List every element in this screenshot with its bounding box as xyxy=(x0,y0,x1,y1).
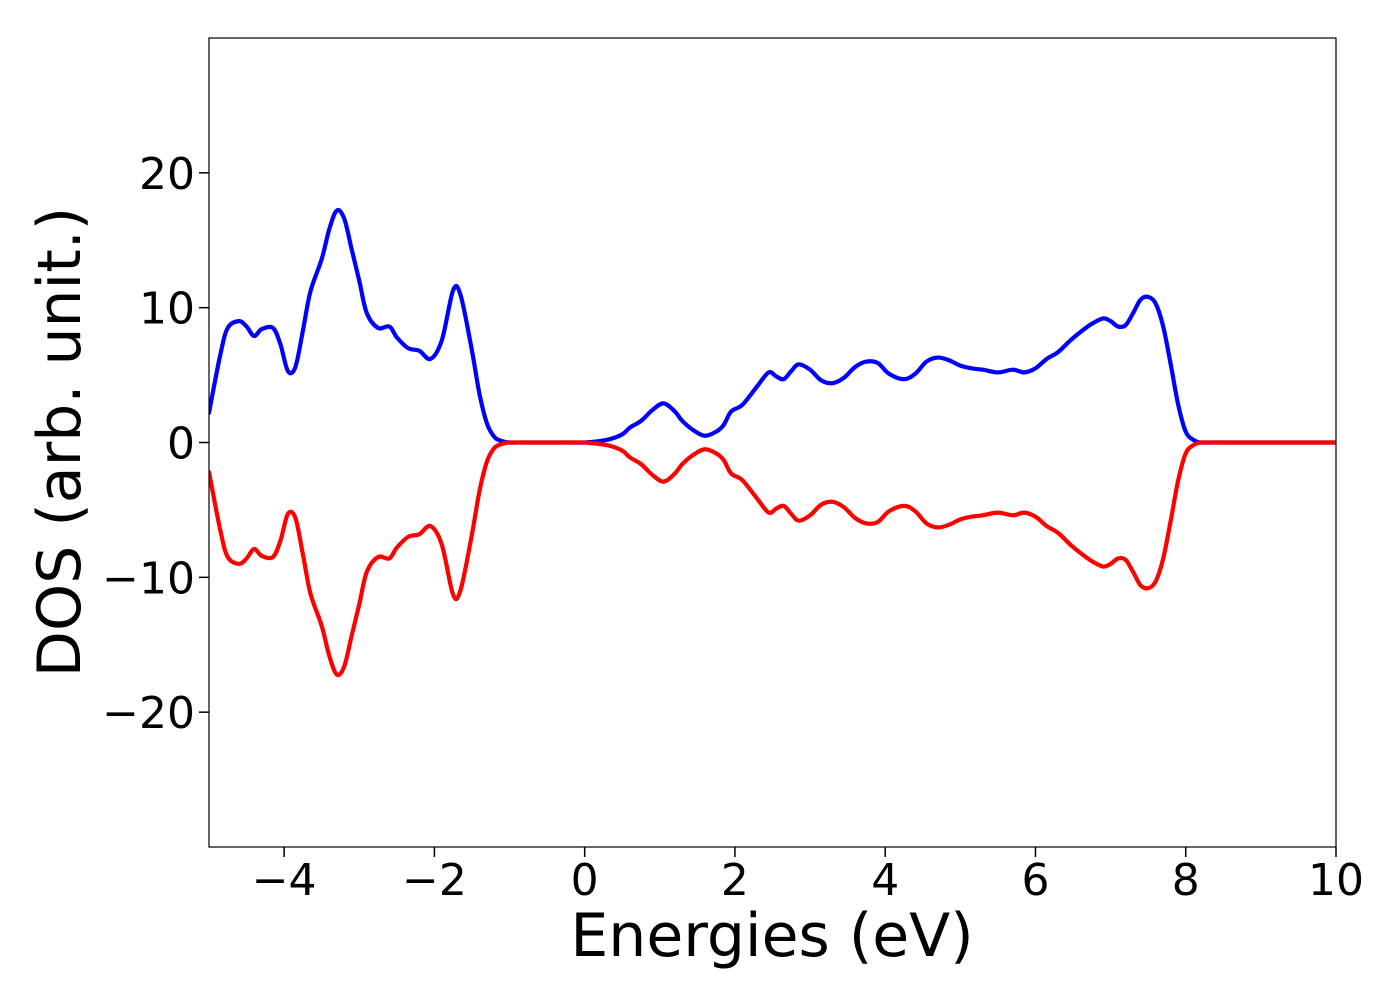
y-tick-label: −20 xyxy=(102,688,195,739)
x-axis: −4 −2 0 2 4 6 8 10 xyxy=(252,847,1364,906)
y-axis: −20 −10 0 10 20 xyxy=(102,149,209,739)
x-tick-label: −4 xyxy=(252,855,317,906)
y-tick-label: −10 xyxy=(102,553,195,604)
series-layer xyxy=(209,208,1336,677)
x-tick-label: 2 xyxy=(721,855,749,906)
x-tick-label: 4 xyxy=(871,855,899,906)
x-tick-label: 10 xyxy=(1308,855,1364,906)
x-tick-label: 6 xyxy=(1021,855,1049,906)
x-axis-label: Energies (eV) xyxy=(570,901,973,971)
dos-series-line-0 xyxy=(209,208,1336,445)
x-tick-label: 8 xyxy=(1172,855,1200,906)
y-tick-label: 10 xyxy=(139,284,195,335)
y-axis-label: DOS (arb. unit.) xyxy=(25,207,95,677)
y-tick-label: 0 xyxy=(167,419,195,470)
dos-series-line-1 xyxy=(209,440,1336,677)
y-tick-label: 20 xyxy=(139,149,195,200)
x-tick-label: −2 xyxy=(402,855,467,906)
x-tick-label: 0 xyxy=(571,855,599,906)
